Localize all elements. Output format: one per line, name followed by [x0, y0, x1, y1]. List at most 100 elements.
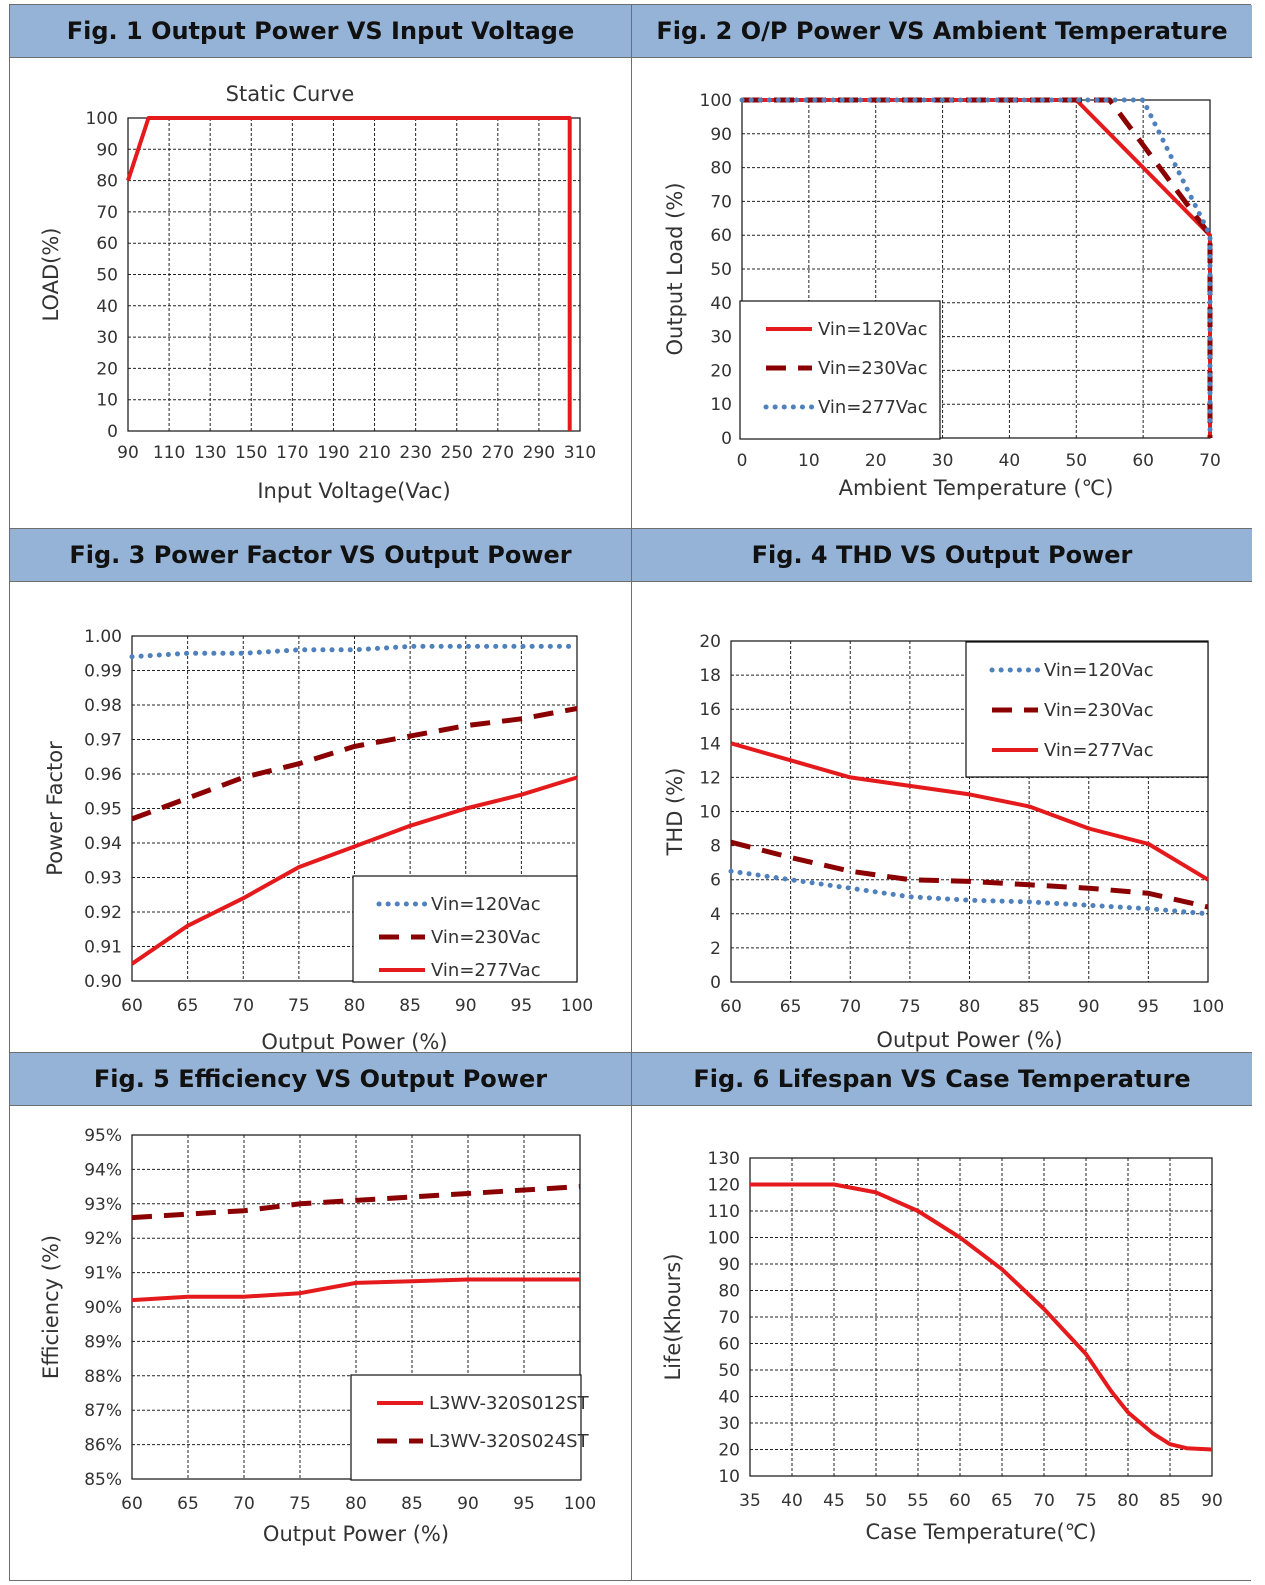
figure-1-panel: Fig. 1 Output Power VS Input Voltage 90 1… [10, 5, 632, 529]
y-axis-label: Efficiency (%) [39, 1235, 63, 1379]
y-tick-label: 95% [84, 1126, 122, 1146]
y-axis-label: Power Factor [43, 741, 67, 876]
x-tick-label: 90 [117, 443, 139, 463]
legend: Vin=120Vac Vin=230Vac Vin=277Vac [739, 300, 941, 440]
y-tick-label: 120 [708, 1176, 740, 1196]
x-tick-label: 85 [1018, 997, 1040, 1017]
y-tick-label: 0.98 [84, 696, 122, 716]
series-line-vin-120vac [728, 868, 1211, 917]
y-tick-label: 40 [718, 1388, 740, 1408]
y-axis-label: THD (%) [663, 768, 687, 857]
legend-label: Vin=120Vac [431, 894, 541, 915]
x-tick-label: 310 [564, 443, 596, 463]
y-tick-label: 93% [84, 1195, 122, 1215]
x-tick-label: 75 [899, 997, 921, 1017]
x-tick-label: 110 [153, 443, 185, 463]
x-tick-label: 190 [317, 443, 349, 463]
y-tick-label: 10 [718, 1467, 740, 1487]
figures-grid: Fig. 1 Output Power VS Input Voltage 90 1… [9, 4, 1252, 1581]
x-tick-label: 35 [739, 1491, 761, 1511]
figure-6-chart: 35 40 45 50 55 60 65 70 75 80 85 90 10 20 30 40 50 60 70 80… [661, 1149, 1223, 1544]
x-tick-label: 60 [949, 1491, 971, 1511]
x-axis-label: Output Power (%) [261, 1030, 447, 1052]
y-tick-label: 30 [96, 328, 118, 348]
x-tick-label: 85 [401, 1494, 423, 1514]
plot-frame [749, 1157, 1213, 1477]
series-line [750, 1182, 1213, 1452]
y-tick-label: 91% [84, 1264, 122, 1284]
y-tick-label: 0.97 [84, 731, 122, 751]
x-tick-label: 130 [194, 443, 226, 463]
y-axis-label: Output Load (%) [663, 182, 687, 355]
figure-2-heading: Fig. 2 O/P Power VS Ambient Temperature [632, 5, 1252, 58]
y-tick-label: 40 [96, 297, 118, 317]
x-tick-label: 70 [232, 996, 254, 1016]
grid-lines [127, 117, 581, 432]
figure-5-chart: 60 65 70 75 80 85 90 95 100 85% 86% 87% 88% 89% 90% 91%… [39, 1126, 596, 1546]
x-tick-label: 65 [991, 1491, 1013, 1511]
series-line-vin-277vac [730, 741, 1210, 882]
y-tick-label: 0.94 [84, 834, 122, 854]
x-tick-label: 210 [358, 443, 390, 463]
y-tick-label: 0 [107, 422, 118, 442]
x-tick-label: 230 [399, 443, 431, 463]
figure-1-heading: Fig. 1 Output Power VS Input Voltage [10, 5, 631, 58]
legend-box [350, 1374, 582, 1481]
x-axis-label: Output Power (%) [876, 1028, 1062, 1052]
x-tick-label: 70 [233, 1494, 255, 1514]
y-tick-label: 0 [721, 429, 732, 449]
y-tick-label: 0.95 [84, 800, 122, 820]
y-tick-label: 60 [710, 226, 732, 246]
figure-5-panel: Fig. 5 Efficiency VS Output Power 60 65 70… [10, 1053, 632, 1580]
y-tick-label: 80 [710, 159, 732, 179]
x-tick-label: 60 [121, 1494, 143, 1514]
y-tick-label: 100 [86, 109, 118, 129]
x-tick-label: 100 [561, 996, 593, 1016]
figure-3-chart: 60 65 70 75 80 85 90 95 100 0.90 0.91 0.92 0.93 0.94 0… [43, 627, 593, 1052]
y-tick-label: 90 [718, 1255, 740, 1275]
legend: Vin=120Vac Vin=230Vac Vin=277Vac [965, 641, 1209, 778]
y-tick-label: 70 [710, 192, 732, 212]
x-tick-label: 65 [780, 997, 802, 1017]
x-tick-label: 70 [839, 997, 861, 1017]
x-tick-label: 250 [441, 443, 473, 463]
y-tick-label: 50 [96, 266, 118, 286]
legend-label: Vin=230Vac [431, 927, 541, 948]
x-tick-label: 50 [865, 1491, 887, 1511]
y-tick-label: 86% [84, 1436, 122, 1456]
figure-2-panel: Fig. 2 O/P Power VS Ambient Temperature … [632, 5, 1252, 529]
x-tick-label: 40 [999, 451, 1021, 471]
plot-frame [730, 640, 1209, 983]
x-tick-label: 20 [865, 451, 887, 471]
figure-4-panel: Fig. 4 THD VS Output Power 60 65 70 75 80 85 9… [632, 529, 1252, 1053]
y-tick-label: 20 [699, 632, 721, 652]
x-tick-label: 85 [399, 996, 421, 1016]
series-line-vin-277vac [130, 775, 578, 966]
legend-label: Vin=120Vac [818, 319, 928, 340]
y-tick-label: 4 [710, 905, 721, 925]
y-tick-label: 30 [710, 328, 732, 348]
y-tick-label: 30 [718, 1414, 740, 1434]
x-tick-label: 90 [455, 996, 477, 1016]
x-tick-label: 60 [1132, 451, 1154, 471]
y-tick-label: 90 [710, 125, 732, 145]
x-tick-label: 75 [289, 1494, 311, 1514]
figure-4-chart: 60 65 70 75 80 85 90 95 100 0 2 4 6 8 10 12 14 16 18 20 Outp… [663, 632, 1224, 1052]
x-tick-label: 75 [1075, 1491, 1097, 1511]
figure-3-panel: Fig. 3 Power Factor VS Output Power 60 65… [10, 529, 632, 1053]
y-tick-label: 92% [84, 1229, 122, 1249]
chart-title: Static Curve [226, 82, 355, 106]
x-tick-label: 60 [720, 997, 742, 1017]
y-tick-label: 10 [96, 391, 118, 411]
x-tick-label: 90 [1078, 997, 1100, 1017]
x-tick-label: 290 [523, 443, 555, 463]
y-tick-label: 16 [699, 700, 721, 720]
y-tick-label: 87% [84, 1401, 122, 1421]
x-tick-label: 60 [121, 996, 143, 1016]
legend-label: Vin=277Vac [431, 960, 541, 981]
legend: L3WV-320S012ST L3WV-320S024ST [350, 1374, 590, 1481]
series-line-vin-230vac [742, 97, 1213, 438]
figure-2-chart: 0 10 20 30 40 50 60 70 0 10 20 30 40 50 60 70 80 90 100 Amb… [663, 91, 1221, 500]
legend-label: Vin=230Vac [1044, 700, 1154, 721]
y-tick-label: 60 [718, 1335, 740, 1355]
